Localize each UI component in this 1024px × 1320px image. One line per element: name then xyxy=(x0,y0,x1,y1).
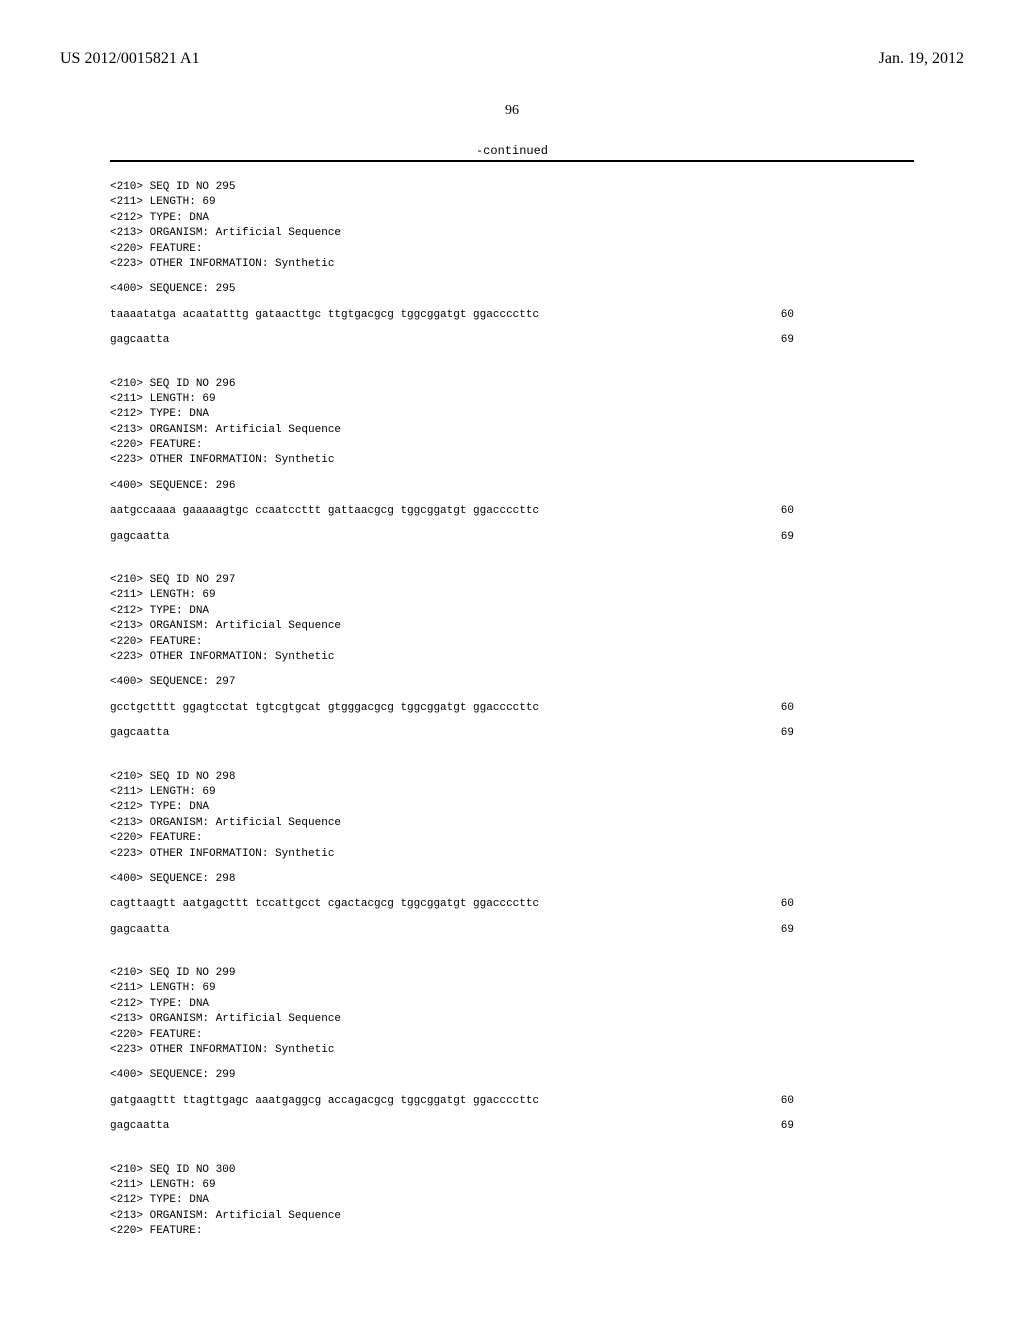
sequence-field: <212> TYPE: DNA xyxy=(110,407,914,422)
sequence-field: <211> LENGTH: 69 xyxy=(110,981,914,996)
sequence-header: <210> SEQ ID NO 300<211> LENGTH: 69<212>… xyxy=(110,1163,914,1240)
sequence-field: <220> FEATURE: xyxy=(110,831,914,846)
sequence-field: <211> LENGTH: 69 xyxy=(110,588,914,603)
sequence-text: gcctgctttt ggagtcctat tgtcgtgcat gtgggac… xyxy=(110,701,539,716)
sequence-field: <213> ORGANISM: Artificial Sequence xyxy=(110,619,914,634)
sequence-field: <212> TYPE: DNA xyxy=(110,211,914,226)
sequence-field: <220> FEATURE: xyxy=(110,635,914,650)
sequence-position: 69 xyxy=(781,333,914,348)
sequence-position: 69 xyxy=(781,530,914,545)
sequence-field: <220> FEATURE: xyxy=(110,242,914,257)
sequence-field: <213> ORGANISM: Artificial Sequence xyxy=(110,226,914,241)
sequence-400: <400> SEQUENCE: 297 xyxy=(110,675,914,690)
sequence-field: <210> SEQ ID NO 298 xyxy=(110,770,914,785)
sequence-data-row: gagcaatta 69 xyxy=(110,726,914,741)
sequence-field: <223> OTHER INFORMATION: Synthetic xyxy=(110,650,914,665)
sequence-field: <223> OTHER INFORMATION: Synthetic xyxy=(110,847,914,862)
divider xyxy=(110,160,914,162)
sequence-field: <211> LENGTH: 69 xyxy=(110,392,914,407)
sequence-field: <210> SEQ ID NO 297 xyxy=(110,573,914,588)
sequence-field: <220> FEATURE: xyxy=(110,438,914,453)
sequence-data-row: gcctgctttt ggagtcctat tgtcgtgcat gtgggac… xyxy=(110,701,914,716)
sequence-data-row: gatgaagttt ttagttgagc aaatgaggcg accagac… xyxy=(110,1094,914,1109)
sequence-position: 60 xyxy=(781,1094,914,1109)
sequence-field: <212> TYPE: DNA xyxy=(110,800,914,815)
sequence-block: <210> SEQ ID NO 295<211> LENGTH: 69<212>… xyxy=(110,180,914,359)
sequence-field: <213> ORGANISM: Artificial Sequence xyxy=(110,423,914,438)
sequence-field: <210> SEQ ID NO 295 xyxy=(110,180,914,195)
page-number: 96 xyxy=(0,103,1024,119)
sequence-400: <400> SEQUENCE: 298 xyxy=(110,872,914,887)
sequence-text: aatgccaaaa gaaaaagtgc ccaatccttt gattaac… xyxy=(110,504,539,519)
sequence-position: 69 xyxy=(781,726,914,741)
sequence-header: <210> SEQ ID NO 297<211> LENGTH: 69<212>… xyxy=(110,573,914,665)
sequence-field: <210> SEQ ID NO 300 xyxy=(110,1163,914,1178)
sequence-position: 60 xyxy=(781,701,914,716)
sequence-data-row: taaaatatga acaatatttg gataacttgc ttgtgac… xyxy=(110,308,914,323)
sequence-400: <400> SEQUENCE: 295 xyxy=(110,282,914,297)
sequence-field: <212> TYPE: DNA xyxy=(110,604,914,619)
sequence-400: <400> SEQUENCE: 296 xyxy=(110,479,914,494)
sequence-data-row: gagcaatta 69 xyxy=(110,923,914,938)
sequence-position: 60 xyxy=(781,504,914,519)
sequence-field: <220> FEATURE: xyxy=(110,1224,914,1239)
sequence-block: <210> SEQ ID NO 296<211> LENGTH: 69<212>… xyxy=(110,377,914,556)
sequence-field: <211> LENGTH: 69 xyxy=(110,785,914,800)
sequence-field: <213> ORGANISM: Artificial Sequence xyxy=(110,1209,914,1224)
sequence-text: taaaatatga acaatatttg gataacttgc ttgtgac… xyxy=(110,308,539,323)
sequence-position: 69 xyxy=(781,1119,914,1134)
sequence-field: <213> ORGANISM: Artificial Sequence xyxy=(110,816,914,831)
publication-number: US 2012/0015821 A1 xyxy=(60,50,200,68)
sequence-field: <223> OTHER INFORMATION: Synthetic xyxy=(110,257,914,272)
sequence-text: cagttaagtt aatgagcttt tccattgcct cgactac… xyxy=(110,897,539,912)
sequence-field: <213> ORGANISM: Artificial Sequence xyxy=(110,1012,914,1027)
sequence-header: <210> SEQ ID NO 298<211> LENGTH: 69<212>… xyxy=(110,770,914,862)
sequence-field: <210> SEQ ID NO 296 xyxy=(110,377,914,392)
sequence-data-row: gagcaatta 69 xyxy=(110,1119,914,1134)
sequence-400: <400> SEQUENCE: 299 xyxy=(110,1068,914,1083)
sequence-field: <211> LENGTH: 69 xyxy=(110,195,914,210)
sequences-container: <210> SEQ ID NO 295<211> LENGTH: 69<212>… xyxy=(0,180,1024,1240)
sequence-text: gatgaagttt ttagttgagc aaatgaggcg accagac… xyxy=(110,1094,539,1109)
sequence-field: <223> OTHER INFORMATION: Synthetic xyxy=(110,1043,914,1058)
sequence-text: gagcaatta xyxy=(110,1119,169,1134)
sequence-field: <220> FEATURE: xyxy=(110,1028,914,1043)
sequence-text: gagcaatta xyxy=(110,726,169,741)
sequence-header: <210> SEQ ID NO 299<211> LENGTH: 69<212>… xyxy=(110,966,914,1058)
sequence-field: <211> LENGTH: 69 xyxy=(110,1178,914,1193)
sequence-position: 69 xyxy=(781,923,914,938)
sequence-block: <210> SEQ ID NO 300<211> LENGTH: 69<212>… xyxy=(110,1163,914,1240)
sequence-text: gagcaatta xyxy=(110,530,169,545)
sequence-position: 60 xyxy=(781,897,914,912)
sequence-data-row: cagttaagtt aatgagcttt tccattgcct cgactac… xyxy=(110,897,914,912)
sequence-block: <210> SEQ ID NO 299<211> LENGTH: 69<212>… xyxy=(110,966,914,1145)
sequence-block: <210> SEQ ID NO 298<211> LENGTH: 69<212>… xyxy=(110,770,914,949)
sequence-data-row: gagcaatta 69 xyxy=(110,333,914,348)
sequence-data-row: gagcaatta 69 xyxy=(110,530,914,545)
sequence-field: <223> OTHER INFORMATION: Synthetic xyxy=(110,453,914,468)
sequence-text: gagcaatta xyxy=(110,333,169,348)
sequence-header: <210> SEQ ID NO 295<211> LENGTH: 69<212>… xyxy=(110,180,914,272)
sequence-field: <212> TYPE: DNA xyxy=(110,997,914,1012)
publication-date: Jan. 19, 2012 xyxy=(879,50,964,68)
sequence-data-row: aatgccaaaa gaaaaagtgc ccaatccttt gattaac… xyxy=(110,504,914,519)
continued-label: -continued xyxy=(0,144,1024,158)
sequence-position: 60 xyxy=(781,308,914,323)
sequence-field: <210> SEQ ID NO 299 xyxy=(110,966,914,981)
sequence-text: gagcaatta xyxy=(110,923,169,938)
sequence-block: <210> SEQ ID NO 297<211> LENGTH: 69<212>… xyxy=(110,573,914,752)
sequence-field: <212> TYPE: DNA xyxy=(110,1193,914,1208)
page-header: US 2012/0015821 A1 Jan. 19, 2012 xyxy=(0,0,1024,78)
sequence-header: <210> SEQ ID NO 296<211> LENGTH: 69<212>… xyxy=(110,377,914,469)
